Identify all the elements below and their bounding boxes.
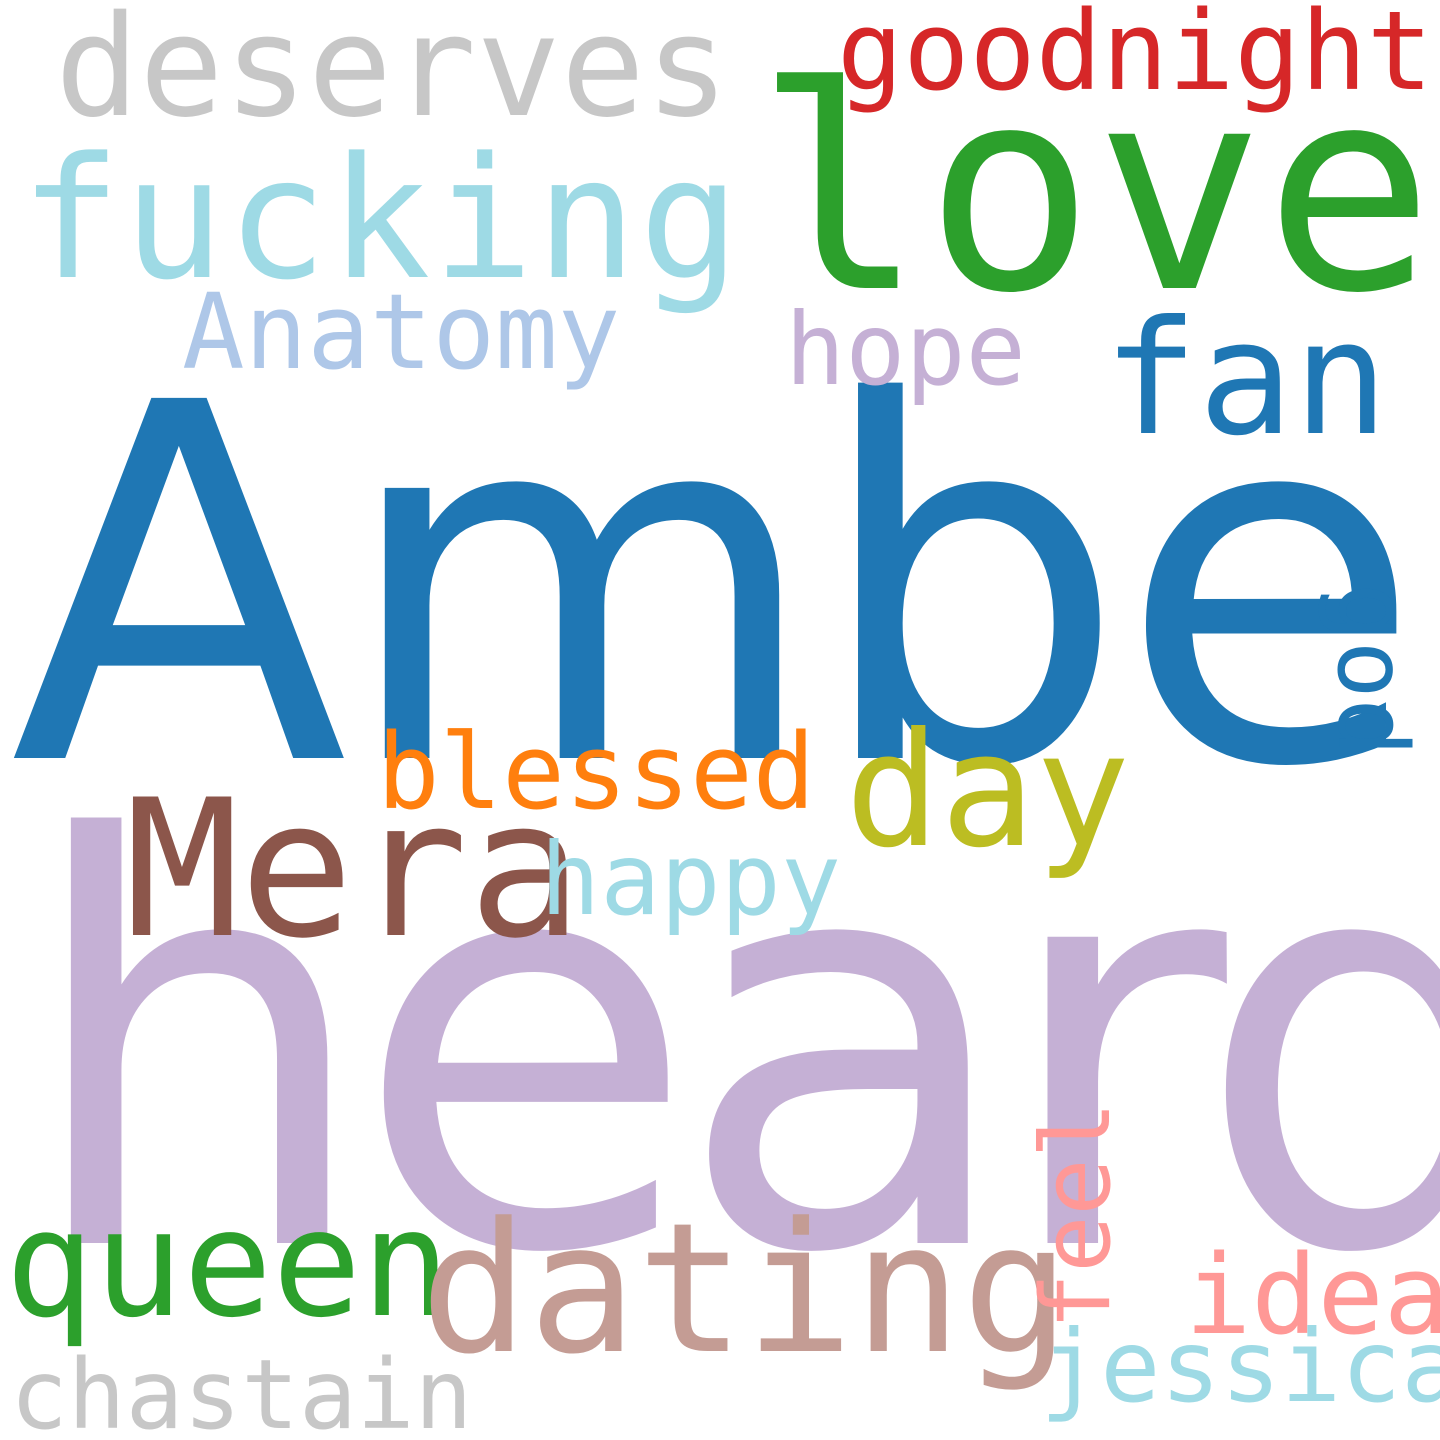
word-amber: Amber [10,299,1440,875]
word-blessed: blessed [377,711,816,833]
word-mera: Mera [125,759,583,980]
word-jessica: jessica [1040,1308,1440,1425]
word-idea: idea [1185,1231,1440,1359]
word-anatomy: Anatomy [182,271,621,393]
word-happy: happy [540,821,842,938]
word-goodnight: goodnight [837,0,1434,115]
word-day: day [845,699,1131,883]
word-hope: hope [785,291,1026,408]
word-fucking: fucking [20,121,743,317]
word-heard: heard [20,724,1440,1376]
word-deserves: deserves [55,0,730,149]
word-queen: queen [5,1178,451,1350]
word-feel: feel [1022,1101,1132,1330]
word-god: god [1316,583,1428,757]
word-dating: dating [420,1185,1071,1394]
word-fan: fan [1103,287,1389,471]
word-chastain: chastain [10,1339,473,1440]
word-love: love [755,26,1435,355]
